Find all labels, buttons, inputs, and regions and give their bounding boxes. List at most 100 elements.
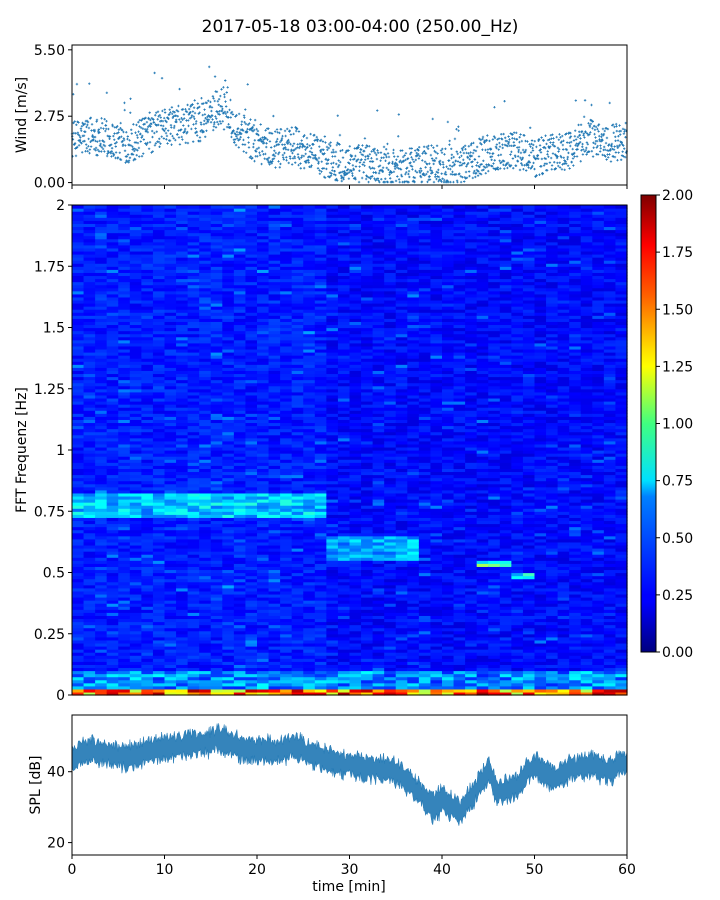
wind-point — [297, 130, 301, 133]
wind-point — [116, 125, 119, 128]
wind-point — [310, 153, 314, 156]
wind-point — [296, 153, 300, 156]
spectrogram-cell — [83, 397, 96, 402]
spectrogram-cell — [95, 266, 108, 270]
wind-point — [393, 155, 396, 158]
wind-point — [342, 177, 345, 181]
wind-point — [138, 125, 141, 128]
wind-point — [580, 130, 584, 133]
wind-point — [441, 147, 444, 151]
wind-point — [148, 140, 152, 144]
wind-point — [105, 119, 108, 123]
wind-point — [142, 138, 146, 141]
wind-point — [371, 175, 374, 178]
wind-point — [545, 169, 549, 172]
wind-point — [437, 168, 440, 172]
spectrogram-cell — [95, 633, 108, 638]
wind-point — [472, 171, 475, 175]
wind-point — [514, 155, 517, 159]
wind-point — [279, 128, 283, 131]
spectrogram-cell — [83, 226, 96, 231]
wind-point — [388, 173, 391, 176]
spectrogram-cell — [72, 281, 85, 286]
spectrogram-cell — [83, 606, 96, 610]
wind-point — [157, 115, 160, 118]
wind-point — [306, 145, 309, 149]
wind-point — [437, 179, 440, 183]
wind-point — [214, 115, 217, 118]
wind-point — [153, 131, 156, 135]
spectrogram-cell — [83, 636, 96, 641]
wind-point — [593, 124, 596, 128]
wind-point — [230, 135, 233, 139]
spectrogram-cell — [95, 649, 108, 653]
wind-point — [347, 161, 350, 164]
wind-point — [342, 172, 346, 175]
wind-point — [428, 178, 432, 181]
spectrogram-cell — [152, 205, 166, 209]
wind-point — [440, 151, 444, 154]
wind-point — [116, 156, 120, 159]
wind-point — [568, 141, 571, 145]
wind-point — [95, 118, 99, 122]
wind-point — [324, 157, 328, 161]
spectrogram-cell — [83, 404, 96, 408]
wind-point — [608, 101, 611, 105]
spectrogram-cell — [95, 691, 108, 696]
spectrogram-cell — [95, 511, 108, 515]
spectrogram-cell — [72, 324, 85, 329]
wind-point — [463, 180, 466, 183]
wind-point — [509, 132, 512, 135]
wind-point — [519, 151, 523, 155]
wind-point — [560, 168, 564, 171]
wind-point — [511, 133, 514, 136]
wind-point — [154, 142, 158, 145]
wind-point — [298, 157, 301, 161]
spectrogram-cell — [83, 621, 96, 626]
spectrogram-cell — [72, 618, 85, 623]
wind-point — [518, 135, 521, 139]
wind-point — [209, 120, 213, 124]
wind-point — [93, 135, 97, 139]
spectrogram-cell — [95, 462, 108, 466]
spectrogram-cell — [72, 434, 85, 439]
wind-point — [444, 170, 447, 174]
wind-point — [252, 123, 256, 127]
wind-point — [544, 157, 548, 161]
wind-point — [447, 159, 451, 162]
spectrogram-cell — [72, 544, 85, 549]
wind-point — [377, 171, 381, 175]
wind-point — [435, 170, 438, 174]
wind-point — [187, 113, 191, 116]
spectrogram-cell — [72, 290, 85, 295]
wind-point — [147, 117, 150, 121]
wind-point — [240, 123, 243, 126]
wind-point — [503, 167, 506, 170]
spectrogram-cell — [72, 407, 85, 411]
wind-point — [493, 106, 496, 109]
wind-point — [566, 164, 570, 167]
spectrogram-cell — [72, 581, 85, 586]
wind-point — [309, 165, 313, 169]
spectrogram-cell — [95, 670, 108, 675]
wind-point — [373, 177, 376, 180]
wind-point — [337, 159, 340, 162]
wind-point — [297, 163, 300, 167]
wind-point — [492, 135, 496, 138]
wind-point — [534, 157, 537, 161]
wind-point — [310, 147, 313, 150]
wind-point — [317, 160, 320, 164]
wind-point — [617, 151, 620, 154]
spectrogram-cell — [83, 333, 96, 338]
wind-point — [422, 172, 425, 175]
wind-point — [574, 99, 578, 102]
wind-point — [583, 136, 586, 139]
wind-point — [454, 159, 458, 163]
spectrogram-cell — [72, 557, 85, 561]
spectrogram-cell — [95, 517, 108, 522]
wind-point — [160, 135, 163, 138]
wind-point — [593, 128, 597, 132]
wind-point — [502, 163, 505, 167]
wind-point — [105, 154, 109, 158]
spectrogram-cell — [95, 578, 108, 583]
